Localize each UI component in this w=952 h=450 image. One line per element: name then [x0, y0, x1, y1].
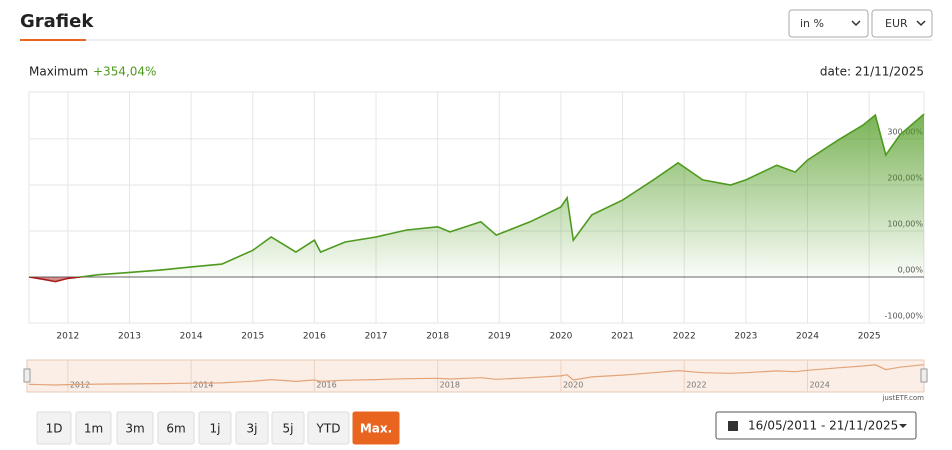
- button-label: 6m: [166, 422, 185, 436]
- button-label: 1j: [210, 422, 221, 436]
- x-tick-label: 2020: [549, 332, 572, 342]
- button-label: 3m: [125, 422, 144, 436]
- currency-select-text: EUR: [885, 17, 908, 30]
- x-tick-label: 2013: [118, 332, 141, 342]
- x-tick-label: 2017: [365, 332, 388, 342]
- button-label: 3j: [247, 422, 258, 436]
- x-tick-label: 2015: [241, 332, 264, 342]
- summary-date: date: 21/11/2025: [820, 65, 924, 79]
- range-button[interactable]: 3j: [235, 411, 269, 445]
- x-tick-label: 2023: [734, 332, 757, 342]
- navigator-line: [28, 364, 925, 386]
- widget-title: Grafiek: [20, 11, 94, 32]
- currency-select[interactable]: EUR: [871, 9, 933, 38]
- x-tick-label: 2014: [180, 332, 203, 342]
- range-button[interactable]: 1j: [198, 411, 232, 445]
- button-bg: [116, 411, 154, 445]
- x-tick-label: 2012: [56, 332, 79, 342]
- unit-select-text: in %: [800, 17, 824, 30]
- navigator-label: 2022: [686, 381, 706, 390]
- x-tick-label: 2021: [611, 332, 634, 342]
- navigator-label: 2020: [563, 381, 583, 390]
- summary-value: +354,04%: [93, 65, 156, 79]
- navigator-label: 2018: [440, 381, 460, 390]
- button-bg: [36, 411, 72, 445]
- navigator[interactable]: [26, 359, 925, 393]
- range-button[interactable]: YTD: [307, 411, 350, 445]
- button-label: Max.: [360, 422, 392, 436]
- range-button[interactable]: 1D: [36, 411, 72, 445]
- navigator-handle[interactable]: [23, 368, 31, 383]
- line: [28, 113, 925, 283]
- button-bg: [271, 411, 305, 445]
- x-tick-label: 2016: [303, 332, 326, 342]
- x-tick-label: 2024: [796, 332, 819, 342]
- button-bg: [307, 411, 350, 445]
- range-button[interactable]: 3m: [116, 411, 154, 445]
- date-range-text: 16/05/2011 - 21/11/2025: [748, 419, 898, 433]
- x-tick-label: 2025: [858, 332, 881, 342]
- button-label: 1D: [46, 422, 63, 436]
- x-tick-label: 2022: [673, 332, 696, 342]
- button-bg: [352, 411, 400, 445]
- navigator-label: 2024: [810, 381, 830, 390]
- button-label: YTD: [316, 422, 341, 436]
- range-button[interactable]: 5j: [271, 411, 305, 445]
- button-label: 5j: [283, 422, 294, 436]
- navigator-label: 2016: [316, 381, 336, 390]
- navigator-handle[interactable]: [920, 368, 928, 383]
- date-range-picker[interactable]: 16/05/2011 - 21/11/2025: [715, 411, 917, 440]
- area: [29, 114, 924, 282]
- button-bg: [157, 411, 195, 445]
- range-button[interactable]: 1m: [75, 411, 112, 445]
- button-bg: [198, 411, 232, 445]
- y-tick-label: -100,00%: [885, 312, 924, 321]
- button-bg: [235, 411, 269, 445]
- x-tick-label: 2019: [488, 332, 511, 342]
- range-button[interactable]: Max.: [352, 411, 400, 445]
- x-tick-label: 2018: [426, 332, 449, 342]
- button-label: 1m: [84, 422, 103, 436]
- button-bg: [75, 411, 112, 445]
- credit: justETF.com: [881, 394, 924, 402]
- summary-label: Maximum: [29, 65, 88, 79]
- range-button[interactable]: 6m: [157, 411, 195, 445]
- unit-select[interactable]: in %: [788, 9, 869, 38]
- navigator-label: 2014: [193, 381, 213, 390]
